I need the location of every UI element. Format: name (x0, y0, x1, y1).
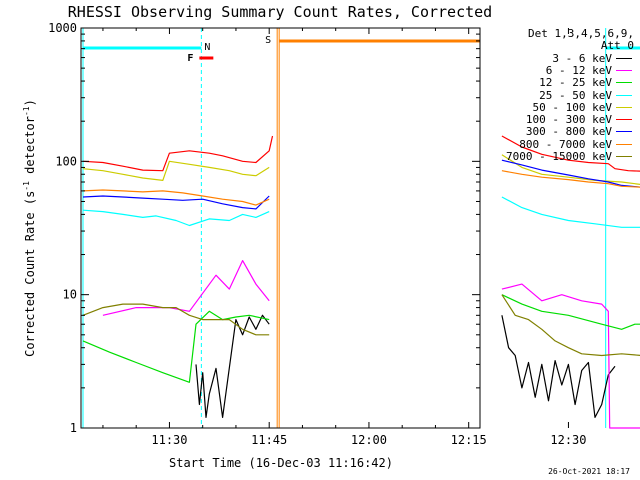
legend-label: 6 - 12 keV (545, 63, 612, 77)
legend-header-attenuator: Att 0 (600, 39, 634, 52)
legend-swatch (616, 119, 632, 121)
series-line-0 (501, 315, 616, 418)
y-tick-label: 100 (55, 154, 77, 168)
legend-label: 50 - 100 keV (532, 100, 612, 114)
y-axis-label-mid: detector (23, 116, 37, 181)
series-line-4 (501, 154, 640, 185)
legend-swatch (616, 143, 632, 145)
x-tick-label: 11:30 (151, 433, 187, 447)
x-tick-label: 12:30 (550, 433, 586, 447)
saa-label: S (265, 35, 271, 46)
y-axis-label-sup2: -1 (22, 106, 31, 116)
y-tick-label: 1000 (48, 21, 77, 35)
axes (80, 27, 481, 429)
legend-label: 25 - 50 keV (539, 88, 612, 102)
y-axis-label: Corrected Count Rate (s-1 detector-1) (22, 99, 37, 357)
footer-timestamp: 26-Oct-2021 18:17 (548, 467, 630, 476)
y-axis-label-end: ) (23, 99, 37, 106)
chart-title: RHESSI Observing Summary Count Rates, Co… (68, 3, 492, 21)
y-axis-label-sup1: -1 (22, 181, 31, 191)
y-tick-label: 1 (70, 421, 77, 435)
series-line-1 (102, 260, 270, 316)
series-line-8 (82, 303, 270, 336)
legend-item: 50 - 100 keV (482, 100, 634, 114)
series-line-2 (82, 310, 270, 383)
orbit-annotations (82, 28, 640, 428)
legend-label: 12 - 25 keV (539, 76, 612, 90)
legend-item: 3 - 6 keV (482, 51, 634, 65)
legend-item: 100 - 300 keV (482, 113, 634, 127)
series-line-5 (501, 135, 640, 172)
plot-frame (80, 27, 481, 429)
series-line-2 (501, 294, 640, 330)
series-group (82, 135, 640, 429)
x-tick-label: 11:45 (251, 433, 287, 447)
flare-label: F (187, 53, 193, 64)
legend-item: 25 - 50 keV (482, 88, 634, 102)
legend-swatch (616, 69, 632, 71)
legend-swatch (616, 131, 632, 133)
legend-item: 6 - 12 keV (482, 63, 634, 77)
legend-swatch (616, 82, 632, 84)
series-line-1 (501, 283, 640, 429)
series-line-6 (501, 159, 640, 188)
y-axis-label-main: Corrected Count Rate (s (23, 191, 37, 357)
series-line-5 (82, 135, 274, 172)
series-line-3 (82, 209, 270, 227)
legend-header-detectors: Det 1,3,4,5,6,9, (528, 27, 634, 40)
legend-item: 12 - 25 keV (482, 76, 634, 90)
series-line-6 (82, 195, 270, 210)
legend-label: 300 - 800 keV (525, 125, 612, 139)
series-line-7 (82, 189, 270, 206)
legend-swatch (616, 94, 632, 96)
legend-label: 7000 - 15000 keV (506, 150, 612, 164)
x-axis-label: Start Time (16-Dec-03 11:16:42) (169, 456, 393, 470)
legend-rows: 3 - 6 keV 6 - 12 keV 12 - 25 keV 25 - 50 ke… (482, 52, 634, 163)
legend-label: 3 - 6 keV (552, 51, 612, 65)
night-label: N (204, 42, 210, 53)
x-tick-label: 12:00 (351, 433, 387, 447)
legend-item: 300 - 800 keV (482, 125, 634, 139)
legend-label: 800 - 7000 keV (519, 137, 612, 151)
series-line-3 (501, 196, 640, 228)
series-line-0 (195, 314, 270, 418)
series-line-7 (501, 170, 640, 188)
legend-swatch (616, 156, 632, 158)
legend-swatch (616, 57, 632, 59)
x-tick-label: 12:15 (451, 433, 487, 447)
y-tick-label: 10 (63, 288, 77, 302)
legend-item: 800 - 7000 keV (482, 137, 634, 151)
legend: Det 1,3,4,5,6,9, Att 0 3 - 6 keV 6 - 12 k… (482, 27, 634, 164)
series-line-8 (501, 294, 640, 357)
series-line-4 (82, 160, 270, 181)
legend-swatch (616, 106, 632, 108)
legend-label: 100 - 300 keV (525, 113, 612, 127)
legend-item: 7000 - 15000 keV (482, 150, 634, 164)
